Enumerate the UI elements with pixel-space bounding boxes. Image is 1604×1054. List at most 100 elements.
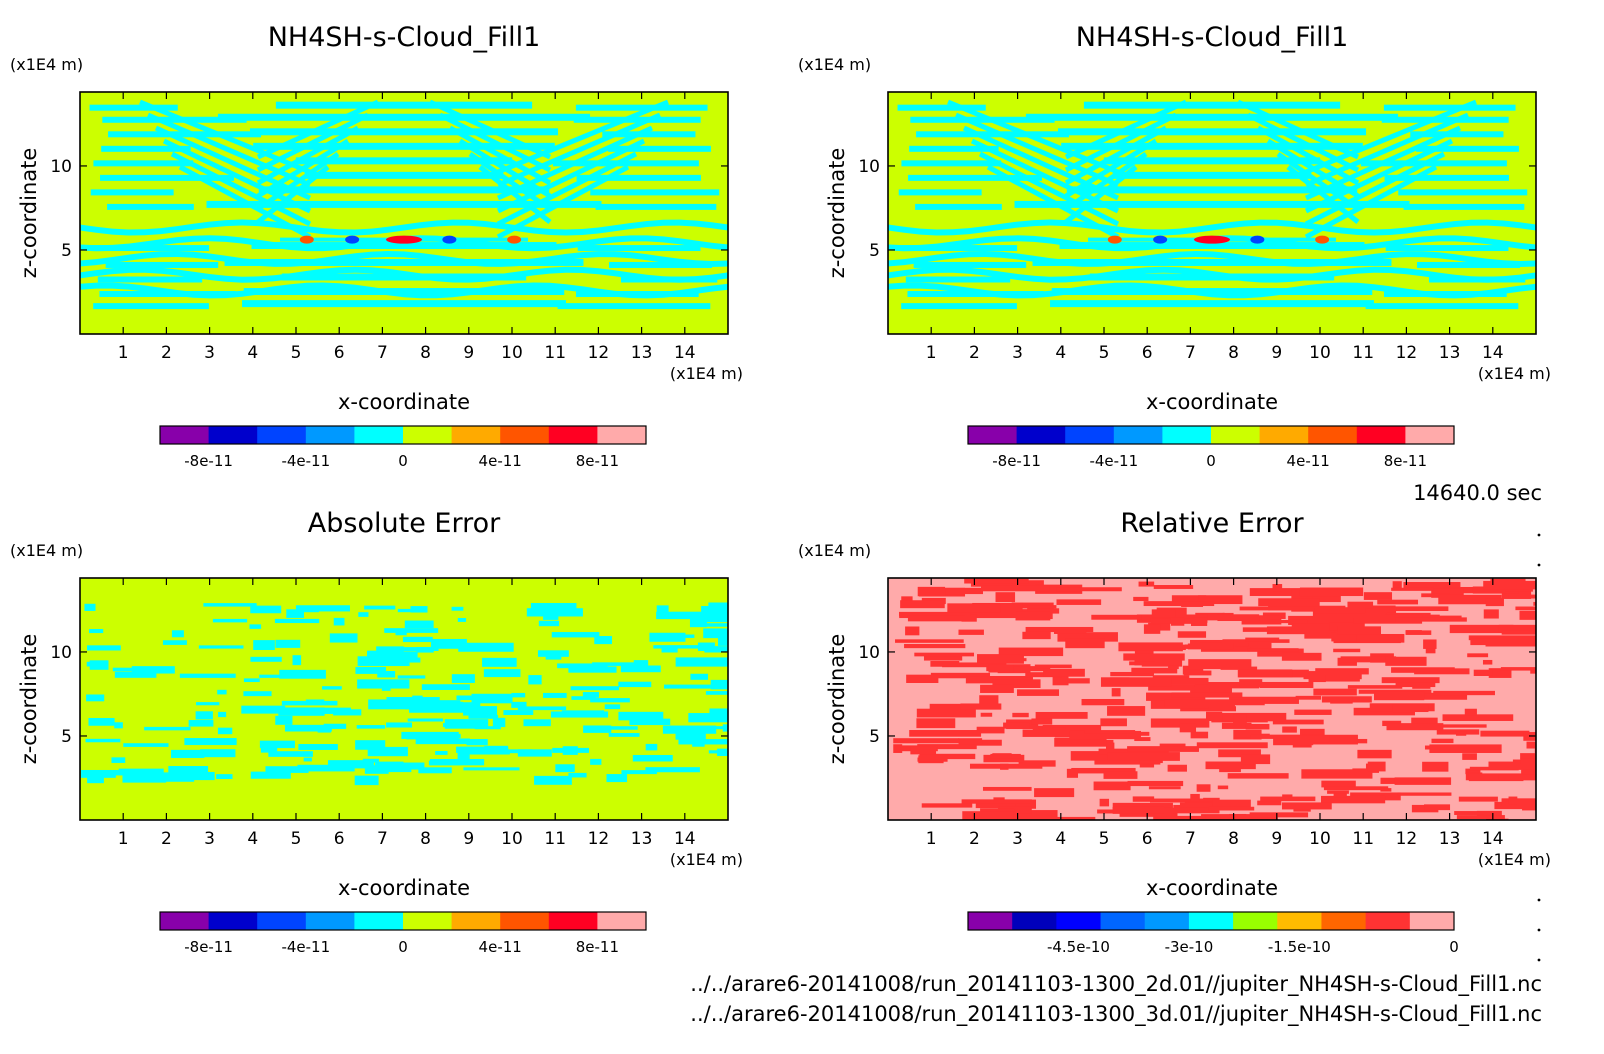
contour-band bbox=[364, 657, 421, 663]
contour-band bbox=[402, 636, 433, 643]
x-tick-label: 14 bbox=[674, 343, 696, 363]
contour-band bbox=[1488, 761, 1536, 770]
contour-band bbox=[1064, 125, 1168, 186]
contour-band bbox=[317, 728, 332, 733]
contour-band bbox=[196, 702, 220, 706]
dot-mark bbox=[1537, 928, 1541, 932]
contour-band bbox=[1282, 794, 1293, 799]
contour-band bbox=[1022, 729, 1083, 737]
contour-band bbox=[1347, 601, 1374, 609]
contour-band bbox=[1392, 581, 1402, 589]
y-axis-label: z-coordinate bbox=[17, 634, 41, 765]
colorbar-cell bbox=[354, 426, 404, 444]
x-tick-label: 9 bbox=[463, 343, 474, 363]
contour-band bbox=[268, 751, 313, 757]
x-tick-label: 13 bbox=[1439, 829, 1461, 849]
colorbar-tick-label: -1.5e-10 bbox=[1268, 938, 1331, 956]
contour-band bbox=[562, 746, 578, 755]
contour-band bbox=[171, 630, 184, 638]
contour-band bbox=[1373, 691, 1425, 701]
contour-band bbox=[496, 125, 654, 201]
contour-band bbox=[1069, 730, 1141, 740]
x-tick-label: 12 bbox=[588, 343, 610, 363]
contour-band bbox=[87, 645, 121, 651]
contour-band bbox=[303, 757, 312, 762]
colorbar-tick-label: 4e-11 bbox=[479, 938, 522, 956]
contour-band bbox=[275, 715, 293, 725]
colorbar-tick-label: 0 bbox=[1449, 938, 1459, 956]
contour-band bbox=[358, 612, 369, 617]
contour-band bbox=[1249, 588, 1319, 596]
contour-band bbox=[1367, 761, 1386, 772]
colorbar-cell bbox=[1356, 426, 1406, 444]
contour-band bbox=[101, 145, 191, 152]
contour-band bbox=[897, 104, 986, 111]
contour-band bbox=[664, 684, 720, 689]
contour-band bbox=[905, 626, 920, 636]
contour-band bbox=[1411, 717, 1438, 724]
contour-band bbox=[1071, 767, 1136, 774]
contour-band bbox=[1100, 718, 1127, 727]
contour-band bbox=[710, 679, 728, 690]
contour-band bbox=[200, 749, 236, 758]
contour-band bbox=[91, 245, 210, 252]
contour-band bbox=[249, 128, 559, 136]
contour-band bbox=[170, 151, 312, 227]
contour-band bbox=[555, 764, 575, 773]
contour-band bbox=[367, 746, 408, 757]
contour-band bbox=[1288, 615, 1337, 625]
contour-band bbox=[1273, 735, 1314, 746]
contour-band bbox=[992, 679, 1041, 688]
colorbar-tick-label: 4e-11 bbox=[479, 452, 522, 470]
contour-band bbox=[1485, 638, 1536, 647]
contour-band bbox=[195, 711, 213, 720]
contour-band bbox=[977, 654, 1024, 664]
x-tick-label: 5 bbox=[1099, 343, 1110, 363]
plot-area bbox=[887, 577, 1537, 821]
contour-band bbox=[1381, 606, 1449, 612]
contour-band bbox=[1272, 584, 1283, 592]
contour-band bbox=[670, 611, 711, 619]
contour-band bbox=[1395, 682, 1436, 688]
colorbar: -8e-11 -4e-11 0 4e-11 8e-11 bbox=[159, 425, 647, 470]
contour-band bbox=[910, 746, 937, 755]
colorbar-tick-label: -3e-10 bbox=[1165, 938, 1214, 956]
contour-band bbox=[1282, 726, 1297, 733]
contour-band bbox=[367, 651, 418, 661]
contour-band bbox=[1032, 258, 1392, 266]
contour-band bbox=[675, 732, 706, 740]
contour-band bbox=[409, 708, 467, 713]
contour-band bbox=[917, 744, 977, 750]
contour-band bbox=[407, 718, 444, 722]
contour-band bbox=[526, 608, 583, 617]
contour-band bbox=[84, 603, 96, 611]
contour-band bbox=[1416, 145, 1519, 152]
contour-band bbox=[1093, 781, 1131, 791]
contour-band bbox=[528, 675, 542, 685]
contour-band bbox=[1431, 588, 1464, 598]
contour-band bbox=[87, 773, 104, 784]
panel-title: NH4SH-s-Cloud_Fill1 bbox=[1076, 22, 1349, 53]
contour-band bbox=[1256, 125, 1360, 186]
contour-band bbox=[571, 696, 597, 700]
contour-band bbox=[1035, 711, 1088, 719]
contour-band bbox=[421, 733, 461, 739]
contour-band bbox=[1386, 723, 1444, 731]
contour-band bbox=[295, 605, 350, 612]
x-tick-label: 9 bbox=[1271, 829, 1282, 849]
contour-band bbox=[1173, 804, 1220, 814]
contour-band bbox=[1110, 671, 1154, 677]
contour-band bbox=[1260, 796, 1316, 802]
contour-band bbox=[1139, 761, 1155, 768]
contour-band bbox=[907, 615, 966, 622]
contour-band bbox=[457, 618, 467, 622]
colorbar-cell bbox=[1016, 426, 1066, 444]
panel-title: Absolute Error bbox=[308, 508, 501, 539]
contour-band bbox=[899, 245, 1018, 252]
contour-band bbox=[93, 303, 209, 310]
contour-band bbox=[898, 189, 982, 196]
contour-band bbox=[909, 730, 982, 737]
contour-band bbox=[1476, 810, 1502, 819]
contour-band bbox=[1003, 722, 1030, 729]
contour-blob bbox=[1153, 235, 1168, 244]
